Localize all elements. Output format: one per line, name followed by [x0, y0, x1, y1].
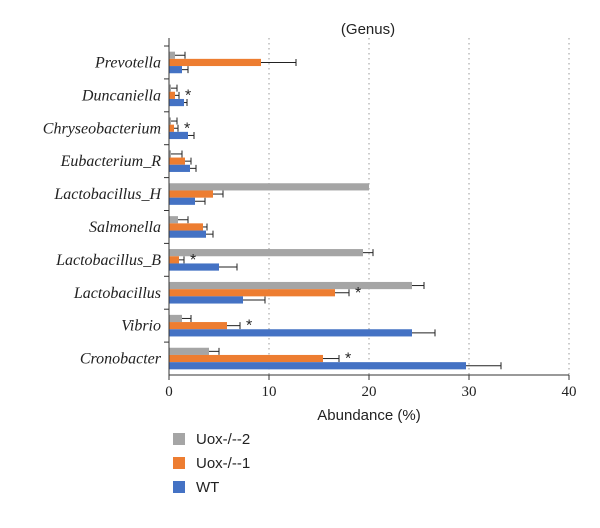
legend-swatch-Uox-/--2 — [173, 433, 185, 445]
bar-Uox-/--2-Vibrio — [169, 314, 182, 323]
significance-mark: * — [185, 87, 191, 104]
bar-Uox-/--1-Eubacterium_R — [169, 157, 185, 165]
bar-Uox-/--1-Duncaniella — [169, 91, 175, 99]
bar-Uox-/--1-Lactobacillus_H — [169, 190, 213, 198]
significance-mark: * — [246, 318, 252, 335]
legend: Uox-/--2 Uox-/--1 WT — [173, 431, 250, 496]
category-label: Lactobacillus_H — [53, 186, 162, 203]
bar-WT-Lactobacillus — [169, 296, 243, 304]
legend-label: WT — [196, 479, 219, 496]
category-label: Lactobacillus_B — [55, 252, 161, 269]
bar-Uox-/--1-Lactobacillus — [169, 289, 335, 297]
bar-WT-Salmonella — [169, 230, 206, 238]
bar-Uox-/--2-Eubacterium_R — [169, 150, 171, 158]
legend-swatch-WT — [173, 481, 185, 493]
category-label: Chryseobacterium — [43, 120, 161, 137]
legend-label: Uox-/--2 — [196, 431, 250, 448]
bar-Uox-/--1-Lactobacillus_B — [169, 256, 179, 264]
grid-lines — [268, 38, 570, 375]
x-axis-title: Abundance (%) — [317, 407, 420, 424]
legend-label: Uox-/--1 — [196, 455, 250, 472]
category-label: Cronobacter — [80, 351, 162, 368]
significance-mark: * — [355, 285, 361, 302]
x-tick-label-10: 10 — [262, 384, 277, 400]
legend-swatch-Uox-/--1 — [173, 457, 185, 469]
x-tick-label-40: 40 — [562, 384, 577, 400]
bar-Uox-/--2-Lactobacillus — [169, 281, 412, 290]
bar-WT-Duncaniella — [169, 98, 184, 107]
labels: 0 10 20 30 40 Prevotella Duncaniella * Chryseoba… — [43, 54, 577, 400]
bar-Uox-/--2-Duncaniella — [169, 84, 171, 92]
bar-Uox-/--2-Prevotella — [169, 51, 175, 59]
bar-WT-Chryseobacterium — [169, 131, 188, 140]
significance-mark: * — [190, 252, 196, 269]
chart-title: (Genus) — [341, 21, 395, 38]
bar-WT-Vibrio — [169, 329, 412, 337]
bar-WT-Lactobacillus_B — [169, 263, 219, 271]
bar-Uox-/--1-Cronobacter — [169, 354, 323, 363]
category-label: Eubacterium_R — [60, 153, 162, 170]
bar-Uox-/--2-Cronobacter — [169, 347, 209, 355]
significance-mark: * — [345, 351, 351, 368]
bar-Uox-/--1-Vibrio — [169, 322, 227, 330]
bar-Uox-/--2-Lactobacillus_H — [169, 183, 369, 191]
category-label: Duncaniella — [81, 87, 161, 104]
bar-Uox-/--2-Chryseobacterium — [169, 117, 171, 125]
x-tick-label-0: 0 — [165, 384, 173, 400]
bar-Uox-/--1-Salmonella — [169, 223, 203, 231]
bars — [169, 51, 502, 370]
bar-WT-Eubacterium_R — [169, 164, 190, 172]
bar-WT-Prevotella — [169, 66, 182, 74]
category-label: Salmonella — [89, 219, 161, 236]
x-tick-label-20: 20 — [362, 384, 377, 400]
significance-mark: * — [184, 120, 190, 137]
x-tick-label-30: 30 — [462, 384, 477, 400]
bar-Uox-/--1-Prevotella — [169, 58, 261, 67]
axes — [164, 38, 570, 380]
category-label: Prevotella — [94, 54, 161, 71]
bar-WT-Cronobacter — [169, 362, 466, 370]
bar-Uox-/--2-Lactobacillus_B — [169, 249, 363, 257]
bar-Uox-/--1-Chryseobacterium — [169, 124, 174, 132]
bar-Uox-/--2-Salmonella — [169, 216, 178, 224]
bar-WT-Lactobacillus_H — [169, 197, 195, 205]
category-label: Lactobacillus — [73, 285, 161, 302]
category-label: Vibrio — [121, 318, 161, 335]
